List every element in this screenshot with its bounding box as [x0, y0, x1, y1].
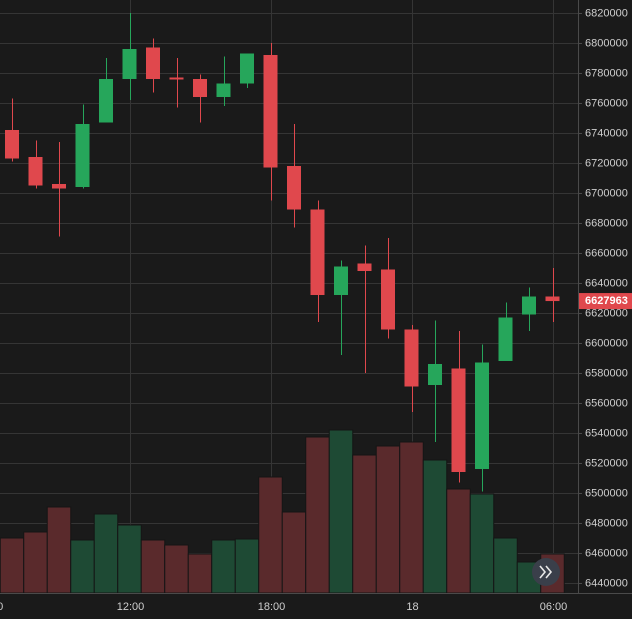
y-tick-label: 6640000 [585, 277, 628, 289]
y-tick-label: 6580000 [585, 367, 628, 379]
y-tick-label: 6620000 [585, 307, 628, 319]
volume-bar [70, 539, 95, 593]
candle-body [334, 266, 348, 295]
last-price-label: 6627963 [579, 293, 632, 310]
candle-body [99, 79, 113, 123]
last-price-text: 6627963 [585, 295, 628, 307]
volume-bar [93, 513, 119, 593]
y-tick-label: 6440000 [585, 577, 628, 589]
candle-layer [5, 13, 560, 492]
y-tick-label: 6560000 [585, 397, 628, 409]
candle-body [193, 79, 207, 97]
y-tick-label: 6480000 [585, 517, 628, 529]
candle-body [357, 263, 372, 271]
volume-bar [469, 493, 495, 593]
volume-bar [23, 531, 48, 593]
candle-body [287, 166, 301, 210]
candle-body [240, 53, 254, 84]
candle-body [498, 317, 513, 361]
y-tick-label: 6460000 [585, 547, 628, 559]
volume-bar [234, 538, 260, 593]
scroll-button[interactable] [532, 558, 560, 586]
volume-bar [493, 537, 518, 593]
volume-bar [305, 436, 330, 593]
candle-body [5, 130, 19, 159]
volume-bar [187, 553, 213, 593]
y-tick-label: 6540000 [585, 427, 628, 439]
candle-body [428, 364, 442, 385]
candle-body [475, 362, 489, 469]
volume-bar [422, 459, 448, 593]
y-tick-label: 6760000 [585, 97, 628, 109]
candle-body [146, 47, 160, 79]
volume-bar [375, 445, 401, 593]
candle-body [122, 49, 137, 79]
volume-bar [0, 537, 25, 593]
x-tick-label: 00:00 [0, 601, 3, 613]
y-tick-label: 6800000 [585, 37, 628, 49]
candle-body [52, 184, 66, 189]
volume-bar [117, 524, 142, 593]
volume-bar [140, 539, 166, 593]
volume-bar [399, 441, 424, 593]
volume-bar [46, 506, 72, 593]
x-tick-label: 18:00 [258, 601, 286, 613]
candle-body [75, 124, 90, 187]
volume-layer [0, 429, 565, 593]
last-price-bg [579, 293, 632, 310]
volume-bar [211, 539, 236, 593]
candle-body [28, 157, 43, 186]
candle-body [216, 83, 231, 97]
candle-body [451, 368, 466, 472]
y-tick-label: 6820000 [585, 7, 628, 19]
y-tick-label: 6680000 [585, 217, 628, 229]
y-tick-label: 6780000 [585, 67, 628, 79]
y-tick-label: 6740000 [585, 127, 628, 139]
candle-body [169, 77, 184, 80]
candle-body [522, 296, 536, 315]
volume-bar [328, 429, 354, 593]
candle-body [545, 296, 560, 302]
candle-body [310, 209, 325, 295]
candle-body [263, 55, 278, 168]
y-tick-label: 6660000 [585, 247, 628, 259]
axis-layer: 6440000 6460000 6480000 6500000 6520000 65400… [0, 7, 632, 613]
y-tick-label: 6720000 [585, 157, 628, 169]
x-tick-label: 12:00 [117, 601, 145, 613]
x-tick-label: 06:00 [540, 601, 568, 613]
volume-bar [352, 454, 377, 593]
y-tick-label: 6520000 [585, 457, 628, 469]
scroll-button-icon[interactable] [539, 565, 553, 579]
volume-bar [446, 488, 471, 593]
candle-body [381, 269, 395, 330]
y-tick-label: 6600000 [585, 337, 628, 349]
y-tick-label: 6700000 [585, 187, 628, 199]
volume-bar [164, 544, 189, 593]
volume-bar [281, 511, 307, 593]
x-tick-label: 18 [406, 601, 418, 613]
candle-body [404, 329, 419, 387]
y-tick-label: 6500000 [585, 487, 628, 499]
volume-bar [258, 476, 283, 593]
